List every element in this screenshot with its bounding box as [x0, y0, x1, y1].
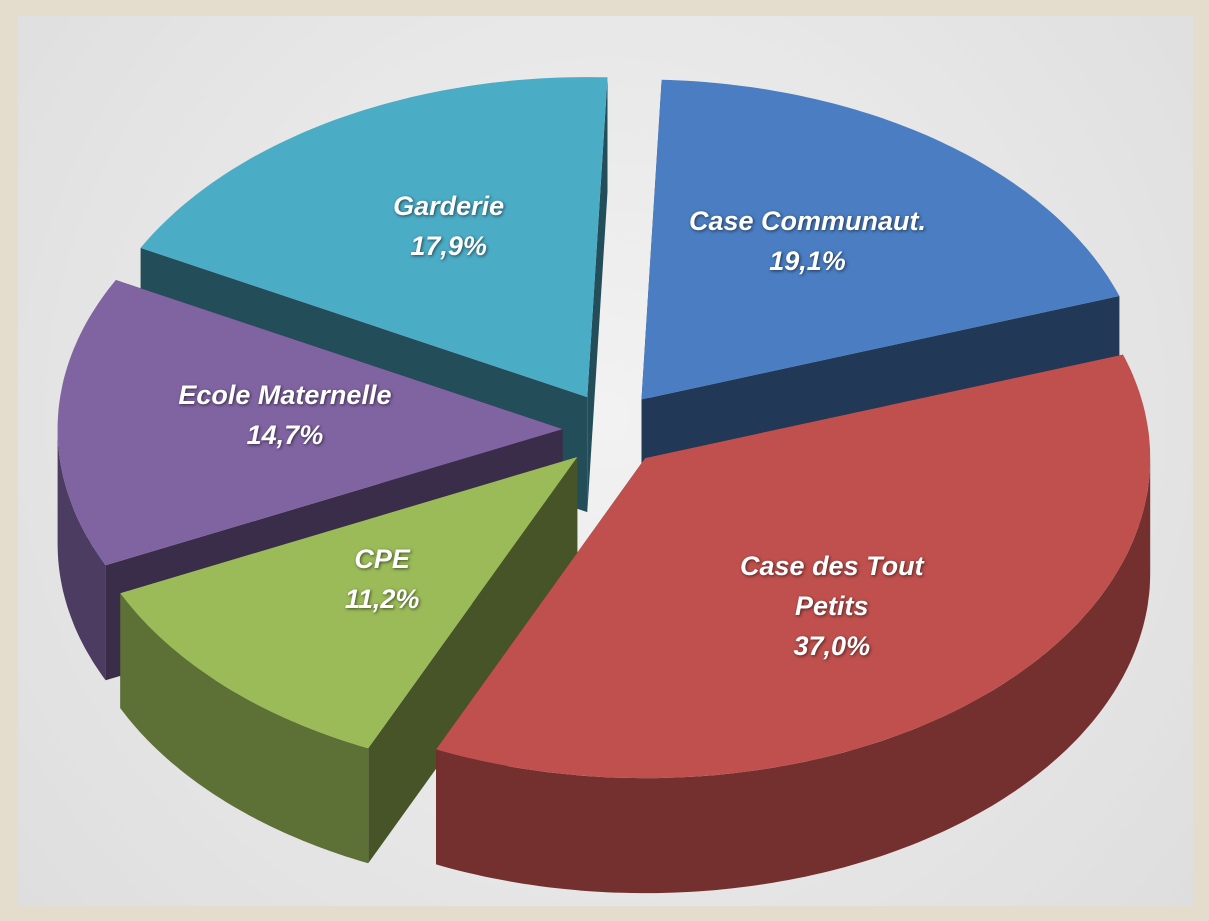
value-label: 11,2%: [344, 584, 420, 615]
slice: [120, 457, 578, 749]
value-label: 14,7%: [246, 419, 324, 450]
slice: [641, 79, 1120, 400]
category-label: Case des Tout Petits: [740, 550, 924, 621]
slice: [140, 77, 608, 398]
category-label: Ecole Maternelle: [178, 379, 392, 410]
slice-side: [587, 77, 608, 513]
category-label: Garderie: [393, 191, 505, 222]
slice-label: Garderie 17,9%: [329, 186, 569, 266]
value-label: 17,9%: [410, 231, 487, 262]
value-label: 37,0%: [793, 630, 871, 661]
value-label: 19,1%: [769, 245, 846, 276]
slice-label: Case des Tout Petits 37,0%: [712, 546, 952, 666]
category-label: CPE: [354, 544, 410, 575]
slice: [436, 354, 1151, 779]
slice-edge: [57, 429, 106, 681]
slice-label: CPE 11,2%: [262, 539, 502, 619]
slice-label: Ecole Maternelle 14,7%: [165, 375, 405, 455]
slice-label: Case Communaut. 19,1%: [688, 201, 928, 281]
category-label: Case Communaut.: [689, 205, 927, 236]
slice: [57, 280, 563, 566]
slice-edge: [436, 458, 1151, 894]
slice-edge: [120, 593, 369, 864]
